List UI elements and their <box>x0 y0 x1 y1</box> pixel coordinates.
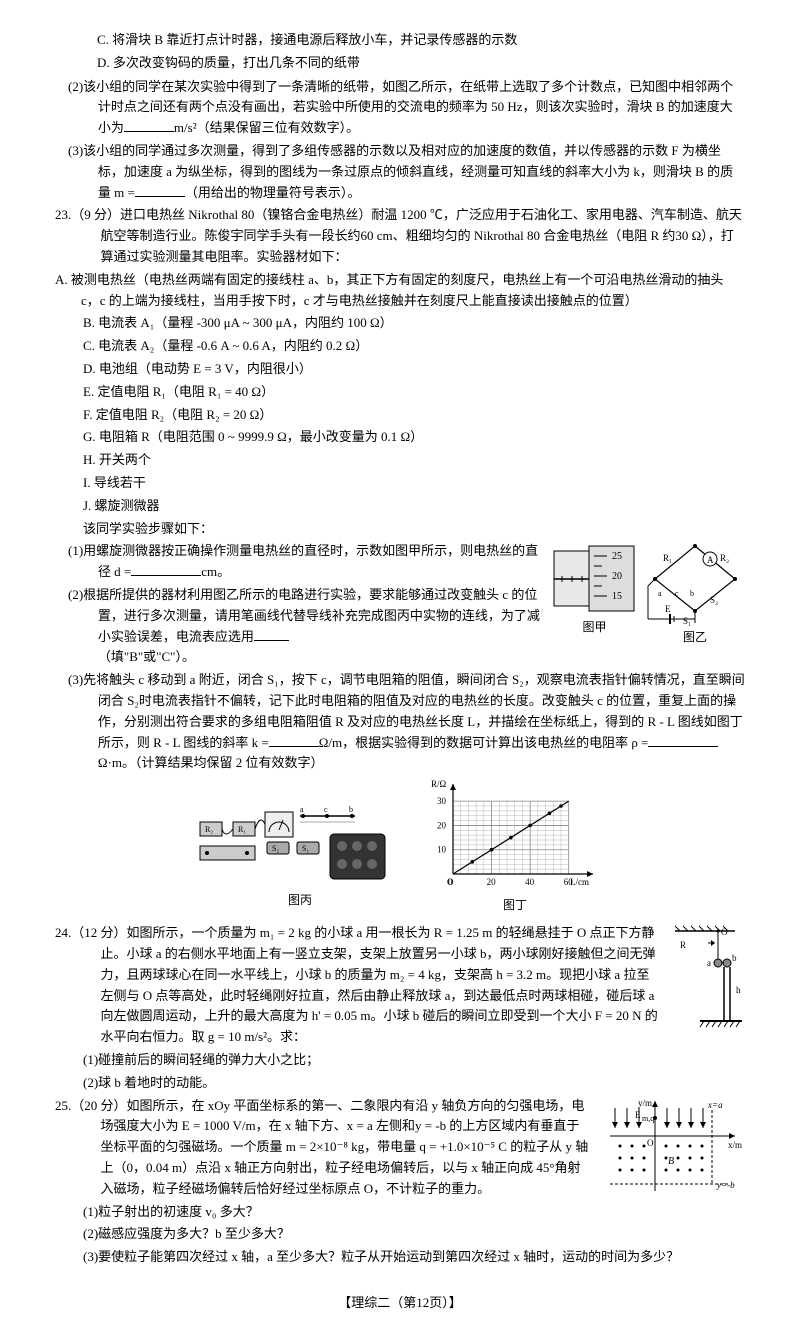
svg-text:b: b <box>349 805 353 814</box>
fig-label-ding: 图丁 <box>425 896 605 915</box>
q24-sub1: (1)碰撞前后的瞬间轻绳的弹力大小之比； <box>55 1050 662 1071</box>
blank-q22-2 <box>124 118 174 132</box>
q23-sub2: (2)根据所提供的器材利用图乙所示的电路进行实验，要求能够通过改变触头 c 的位… <box>68 585 544 668</box>
fig-label-jia: 图甲 <box>552 618 637 637</box>
apparatus-icon: R₂ R₁ a c b S₂ S₁ <box>195 784 405 889</box>
svg-text:x/m: x/m <box>728 1140 742 1150</box>
blank-q23-3b <box>648 733 718 747</box>
svg-text:O: O <box>647 1138 654 1148</box>
q22-sub3: (3)该小组的同学通过多次测量，得到了多组传感器的示数以及相对应的加速度的数值，… <box>68 141 745 203</box>
svg-text:S₁: S₁ <box>683 616 691 626</box>
fig-q24: O R a b h <box>670 923 745 1033</box>
q23-b: B. 电流表 A₁（量程 -300 μA ~ 300 μA，内阻约 100 Ω） <box>55 313 745 334</box>
circuit-icon: A R₁ R₂ S₂ E S₁ a c b <box>645 541 745 626</box>
svg-text:20: 20 <box>487 877 496 887</box>
q23-i: I. 导线若干 <box>55 473 745 494</box>
fig-bing-container: R₂ R₁ a c b S₂ S₁ 图丙 <box>195 784 405 910</box>
blank-q23-2 <box>254 627 289 641</box>
q24-row: 24.（12 分）如图所示，一个质量为 m₁ = 2 kg 的小球 a 用一根长… <box>55 923 745 1095</box>
q23-a: A. 被测电热丝（电热丝两端有固定的接线柱 a、b，其正下方有固定的刻度尺，电热… <box>55 270 745 312</box>
svg-text:S₁: S₁ <box>302 844 309 853</box>
svg-text:R₁: R₁ <box>663 553 672 563</box>
svg-text:O: O <box>721 927 728 937</box>
q22-options: C. 将滑块 B 靠近打点计时器，接通电源后释放小车，并记录传感器的示数 D. … <box>55 30 745 74</box>
q23-c: C. 电流表 A₂（量程 -0.6 A ~ 0.6 A，内阻约 0.2 Ω） <box>55 336 745 357</box>
q25-sub2: (2)磁感应强度为多大？b 至少多大？ <box>55 1224 592 1245</box>
q22-opt-c: C. 将滑块 B 靠近打点计时器，接通电源后释放小车，并记录传感器的示数 <box>55 30 745 51</box>
svg-text:a: a <box>658 589 662 598</box>
blank-q23-3a <box>269 733 319 747</box>
svg-text:a: a <box>300 805 304 814</box>
svg-text:b: b <box>690 589 694 598</box>
q24-stem: 24.（12 分）如图所示，一个质量为 m₁ = 2 kg 的小球 a 用一根长… <box>55 923 662 1048</box>
fig-label-bing: 图丙 <box>195 891 405 910</box>
svg-text:b: b <box>732 953 737 963</box>
q25-sub1: (1)粒子射出的初速度 v₀ 多大？ <box>55 1202 592 1223</box>
svg-text:20: 20 <box>612 571 622 582</box>
blank-q23-1 <box>131 562 201 576</box>
svg-text:R: R <box>680 940 686 950</box>
page-footer: 【理综二（第12页）】 <box>55 1293 745 1314</box>
svg-text:25: 25 <box>612 551 622 562</box>
blank-q22-3 <box>135 183 185 197</box>
svg-text:R₂: R₂ <box>720 553 729 563</box>
svg-text:S₂: S₂ <box>272 844 279 853</box>
fig-label-yi: 图乙 <box>645 628 745 647</box>
q23-steps: 该同学实验步骤如下： <box>55 519 745 540</box>
svg-text:40: 40 <box>525 877 535 887</box>
svg-text:30: 30 <box>437 796 447 806</box>
q25-sub3: (3)要使粒子能第四次经过 x 轴，a 至少多大？粒子从开始运动到第四次经过 x… <box>55 1247 745 1268</box>
svg-text:R/Ω: R/Ω <box>431 779 447 789</box>
svg-text:h: h <box>736 985 741 995</box>
svg-text:c: c <box>675 589 679 598</box>
q23-h: H. 开关两个 <box>55 450 745 471</box>
q23-sub1: (1)用螺旋测微器按正确操作测量电热丝的直径时，示数如图甲所示，则电热丝的直径 … <box>68 541 544 583</box>
svg-text:10: 10 <box>437 845 447 855</box>
svg-text:A: A <box>707 555 714 565</box>
svg-text:B: B <box>668 1156 674 1167</box>
micrometer-icon: 25 20 15 <box>552 541 637 616</box>
q23-g: G. 电阻箱 R（电阻范围 0 ~ 9999.9 Ω，最小改变量为 0.1 Ω） <box>55 427 745 448</box>
svg-text:15: 15 <box>612 591 622 602</box>
svg-text:20: 20 <box>437 821 447 831</box>
q23-j: J. 螺旋测微器 <box>55 496 745 517</box>
pendulum-icon: O R a b h <box>670 923 745 1033</box>
svg-text:x=a: x=a <box>707 1100 723 1110</box>
fig-micrometer: 25 20 15 图甲 <box>552 541 637 637</box>
svg-text:y/m: y/m <box>638 1098 652 1108</box>
q24-sub2: (2)球 b 着地时的动能。 <box>55 1073 662 1094</box>
svg-text:O: O <box>447 877 454 887</box>
q25-row: 25.（20 分）如图所示，在 xOy 平面坐标系的第一、二象限内有沿 y 轴负… <box>55 1096 745 1248</box>
svg-text:S₂: S₂ <box>710 595 718 605</box>
q23-sub12-row: (1)用螺旋测微器按正确操作测量电热丝的直径时，示数如图甲所示，则电热丝的直径 … <box>55 541 745 670</box>
svg-text:E: E <box>635 1110 641 1120</box>
q23-graph-row: R₂ R₁ a c b S₂ S₁ 图丙 0204060102030OL/cmR… <box>55 779 745 915</box>
q23-sub3: (3)先将触头 c 移动到 a 附近，闭合 S₁，按下 c，调节电阻箱的阻值，瞬… <box>68 670 745 774</box>
q23-f: F. 定值电阻 R₂（电阻 R₂ = 20 Ω） <box>55 405 745 426</box>
svg-text:R₂: R₂ <box>205 825 213 834</box>
q23-stem: 23.（9 分）进口电热丝 Nikrothal 80（镍铬合金电热丝）耐温 12… <box>55 205 745 267</box>
q23-e: E. 定值电阻 R₁（电阻 R₁ = 40 Ω） <box>55 382 745 403</box>
fig-q25: x/m y/m O E x=a y=-b B <box>600 1096 745 1201</box>
svg-text:R₁: R₁ <box>238 825 246 834</box>
q22-opt-d: D. 多次改变钩码的质量，打出几条不同的纸带 <box>55 53 745 74</box>
fig-circuit-yi: A R₁ R₂ S₂ E S₁ a c b 图乙 <box>645 541 745 647</box>
svg-text:c: c <box>324 805 328 814</box>
q23-d: D. 电池组（电动势 E = 3 V，内阻很小） <box>55 359 745 380</box>
q22-sub2: (2)该小组的同学在某次实验中得到了一条清晰的纸带，如图乙所示，在纸带上选取了多… <box>68 77 745 139</box>
field-icon: x/m y/m O E x=a y=-b B <box>600 1096 745 1201</box>
chart-ding: 0204060102030OL/cmR/Ω <box>425 779 605 894</box>
svg-text:L/cm: L/cm <box>570 877 589 887</box>
q25-stem: 25.（20 分）如图所示，在 xOy 平面坐标系的第一、二象限内有沿 y 轴负… <box>55 1096 592 1200</box>
svg-text:y=-b: y=-b <box>716 1180 735 1190</box>
fig-ding-container: 0204060102030OL/cmR/Ω 图丁 <box>425 779 605 915</box>
svg-text:E: E <box>665 604 671 614</box>
svg-text:m,q: m,q <box>642 1114 654 1123</box>
svg-text:a: a <box>707 958 711 968</box>
